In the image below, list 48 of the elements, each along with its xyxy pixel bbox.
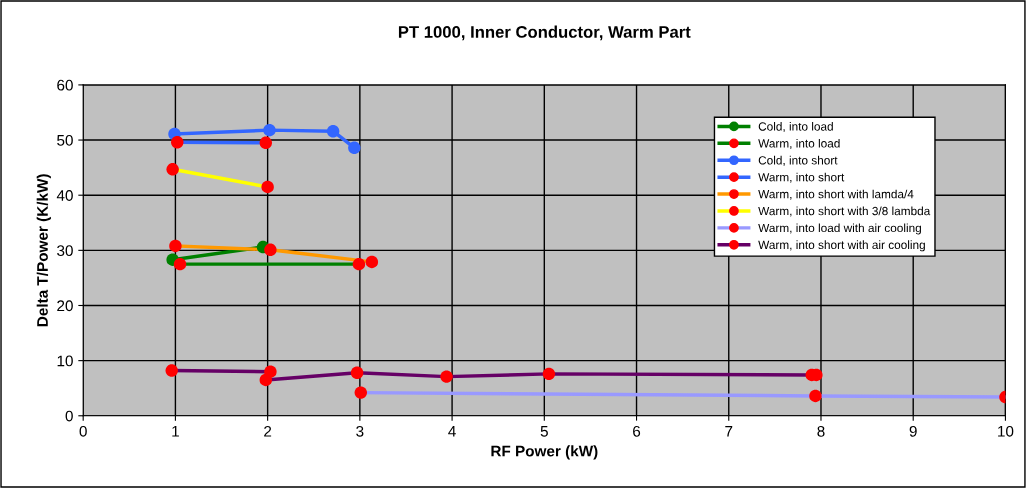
point	[365, 255, 379, 269]
point	[261, 180, 274, 194]
y-tick-label: 30	[57, 245, 73, 257]
legend-label: Warm, into short with air cooling	[758, 240, 925, 252]
point	[354, 386, 367, 399]
point	[350, 366, 364, 379]
legend-label: Warm, into load	[758, 138, 840, 149]
legend-label: Cold, into short	[758, 155, 838, 166]
y-tick-label: 60	[57, 79, 73, 91]
point	[542, 367, 556, 381]
x-tick-label: 1	[172, 426, 179, 437]
x-tick-label: 3	[356, 425, 364, 437]
y-tick-label: 20	[57, 300, 73, 312]
legend-label: Warm, into load with air cooling	[758, 223, 921, 235]
y-tick-label: 50	[57, 134, 73, 146]
legend-label: Warm, into short with 3/8 lambda	[758, 206, 931, 217]
point	[166, 163, 179, 176]
point	[264, 243, 277, 256]
y-tick-label: 40	[56, 190, 73, 201]
point	[348, 141, 361, 154]
x-tick-label: 10	[998, 425, 1014, 437]
point	[326, 125, 340, 138]
x-axis-title: RF Power (kW)	[491, 445, 598, 460]
legend-label: Warm, into short with lamda/4	[758, 189, 914, 200]
point	[259, 136, 272, 150]
x-tick-label: 5	[540, 426, 548, 437]
x-tick-label: 9	[909, 425, 917, 437]
point	[169, 239, 182, 253]
point	[263, 123, 276, 137]
x-tick-label: 8	[817, 425, 825, 437]
x-tick-label: 7	[725, 426, 733, 437]
x-tick-label: 4	[448, 426, 456, 437]
chart-title: PT 1000, Inner Conductor, Warm Part	[398, 25, 691, 41]
point	[809, 389, 822, 403]
legend-label: Cold, into load	[758, 122, 833, 133]
point	[165, 364, 178, 377]
y-axis-title: Delta T/Power (K/kW)	[36, 174, 51, 327]
legend-label: Warm, into short	[758, 172, 845, 183]
x-tick-label: 6	[633, 425, 641, 437]
x-tick-label: 0	[79, 425, 87, 437]
point	[171, 136, 184, 149]
point	[259, 373, 272, 387]
point	[173, 257, 187, 271]
y-tick-label: 10	[57, 355, 73, 367]
y-tick-label: 0	[65, 410, 73, 422]
x-tick-label: 2	[264, 425, 272, 437]
point	[440, 370, 453, 383]
point	[352, 257, 366, 271]
